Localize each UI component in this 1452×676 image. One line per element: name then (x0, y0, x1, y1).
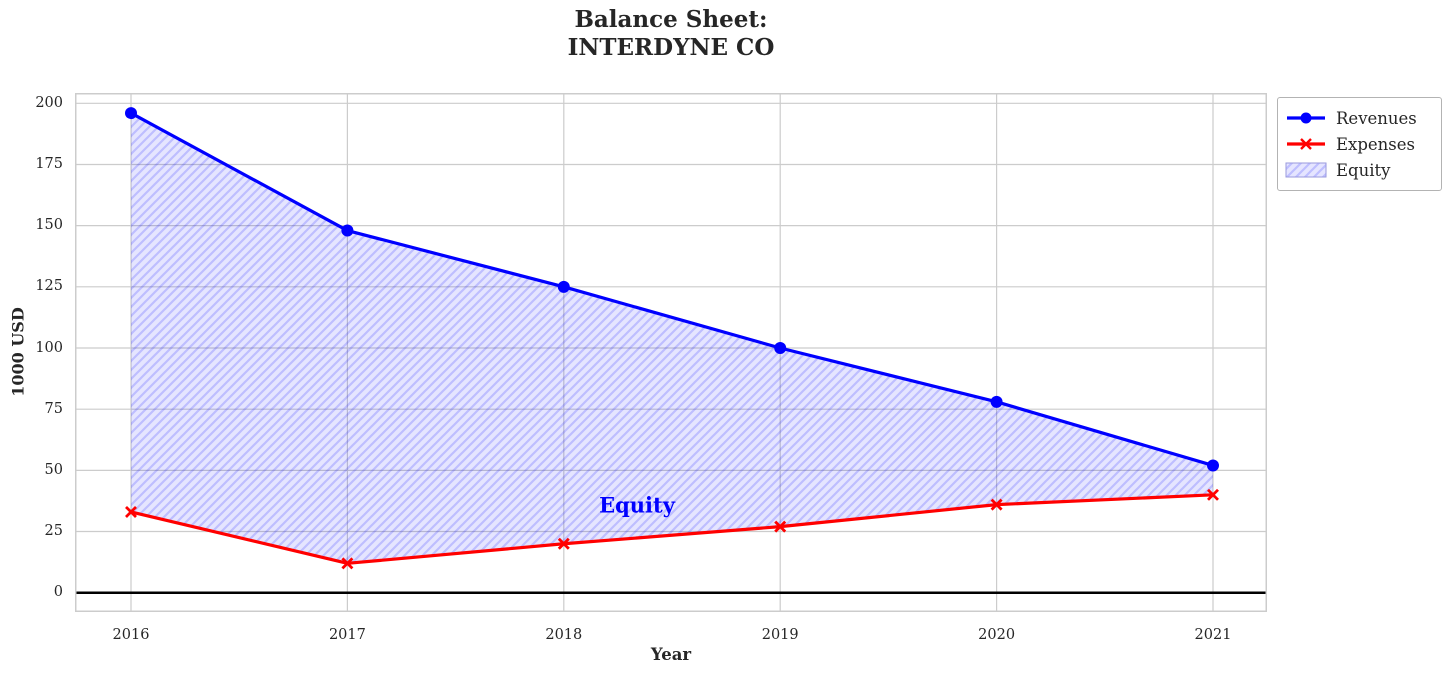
y-tick-label: 0 (53, 584, 63, 601)
y-tick-label: 125 (35, 278, 63, 295)
legend-item-equity: Equity (1285, 157, 1432, 183)
x-tick-label: 2018 (545, 627, 583, 643)
chart-title-line2: INTERDYNE CO (567, 34, 775, 61)
y-tick-label: 25 (44, 523, 63, 540)
legend-item-revenues: Revenues (1285, 105, 1432, 131)
y-tick-label: 150 (35, 217, 63, 234)
legend-label-revenues: Revenues (1336, 108, 1417, 128)
chart-canvas (75, 93, 1267, 612)
x-axis-label: Year (650, 645, 692, 664)
plot-area: Equity (75, 93, 1267, 612)
equity-hatch-icon (1285, 162, 1327, 178)
chart-title-line1: Balance Sheet: (574, 6, 768, 33)
x-tick-label: 2020 (978, 627, 1016, 643)
x-tick-label: 2016 (112, 627, 150, 643)
equity-annotation: Equity (599, 492, 675, 518)
x-tick-label: 2021 (1194, 627, 1232, 643)
y-tick-label: 50 (44, 461, 63, 478)
legend-label-expenses: Expenses (1336, 134, 1416, 154)
legend: Revenues Expenses Equity (1277, 97, 1442, 191)
x-tick-label: 2017 (328, 627, 366, 643)
expenses-line-icon (1287, 138, 1325, 150)
x-tick-label: 2019 (761, 627, 799, 643)
legend-item-expenses: Expenses (1285, 131, 1432, 157)
legend-label-equity: Equity (1336, 160, 1391, 180)
y-tick-label: 100 (35, 339, 63, 356)
chart-title: Balance Sheet: INTERDYNE CO (568, 6, 775, 62)
y-tick-label: 200 (35, 94, 63, 111)
y-tick-label: 75 (44, 400, 63, 417)
y-tick-label: 175 (35, 155, 63, 172)
revenues-line-icon (1287, 112, 1325, 124)
